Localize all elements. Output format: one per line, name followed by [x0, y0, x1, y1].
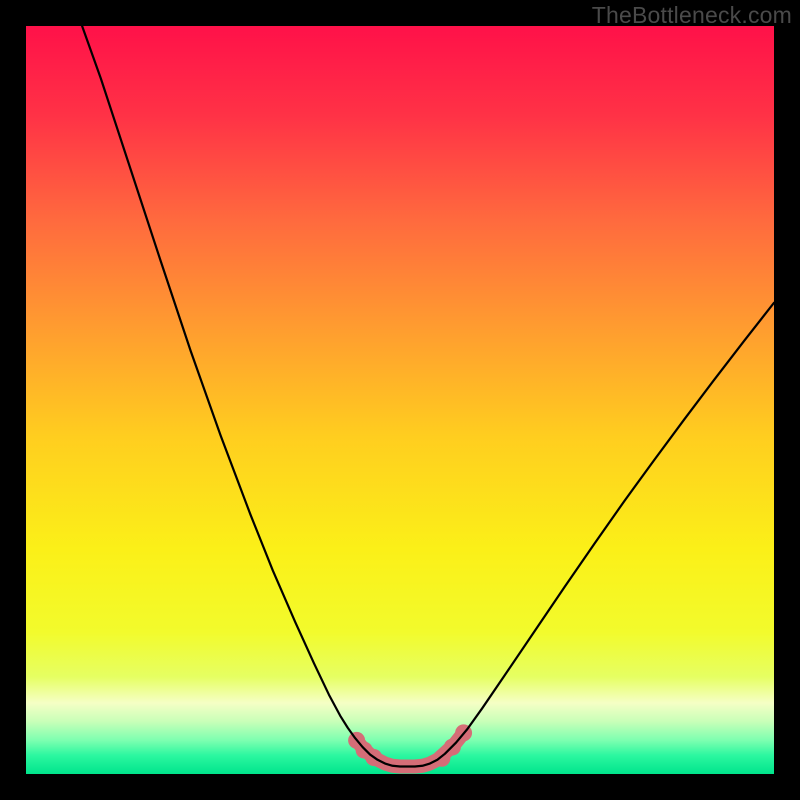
chart-frame: TheBottleneck.com [0, 0, 800, 800]
watermark-text: TheBottleneck.com [592, 2, 792, 29]
bottleneck-chart-svg [26, 26, 774, 774]
gradient-background [26, 26, 774, 774]
plot-area [26, 26, 774, 774]
